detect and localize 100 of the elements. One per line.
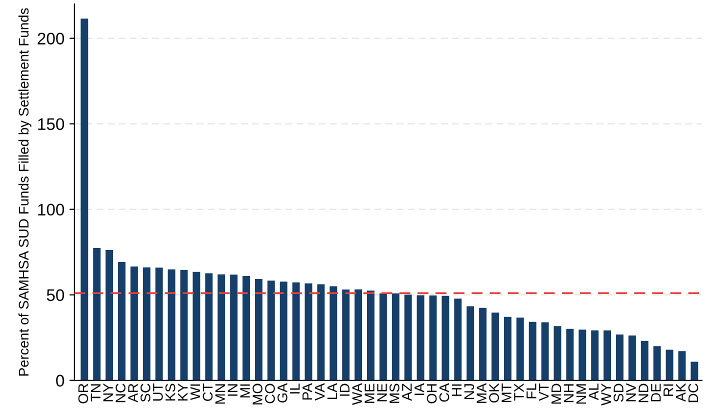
x-tick-label: MS [390, 384, 400, 403]
bar [416, 295, 424, 380]
x-tick-label: OK [489, 383, 499, 403]
x-tick-label: MD [552, 384, 562, 404]
bar [93, 248, 101, 380]
x-tick-label: OH [426, 384, 437, 404]
bar [640, 340, 648, 380]
bar [292, 282, 300, 380]
x-tick-label: ME [364, 384, 374, 403]
x-tick-label: KY [178, 383, 188, 401]
bar [80, 18, 88, 380]
bar [267, 280, 275, 380]
x-tick-label: NC [116, 384, 126, 402]
x-tick-label: KS [165, 384, 176, 401]
bar [566, 328, 574, 380]
x-tick-label: CO [265, 384, 275, 404]
bar [106, 250, 114, 380]
x-tick-label: CT [202, 383, 213, 401]
bar [205, 273, 213, 380]
x-tick-label: ND [638, 384, 648, 402]
x-tick-label: DE [651, 384, 661, 402]
bar [242, 276, 250, 380]
x-tick-label: GA [277, 383, 288, 403]
x-tick-label: TX [514, 383, 524, 401]
x-tick-label: UT [153, 383, 163, 401]
bar [130, 266, 138, 380]
x-tick-label: NY [103, 383, 113, 402]
bar [180, 270, 188, 380]
bar [118, 262, 126, 380]
y-tick-label: 150 [38, 118, 64, 130]
bar [690, 362, 698, 380]
x-tick-label: AL [588, 384, 598, 400]
x-tick-label: PA [302, 383, 312, 400]
x-tick-label: AR [128, 384, 138, 402]
x-tick-label: VT [539, 383, 549, 401]
x-tick-label: MI [240, 384, 250, 398]
x-tick-label: NH [564, 384, 574, 402]
bar [230, 274, 238, 380]
x-tick-label: AZ [402, 384, 412, 401]
x-tick-label: AK [676, 383, 686, 402]
bar [142, 267, 150, 380]
bar [280, 282, 288, 380]
x-tick-label: MA [476, 383, 486, 403]
bar [342, 290, 350, 380]
bar [466, 306, 474, 380]
x-tick-label: CA [439, 383, 450, 402]
x-tick-label: NM [576, 384, 586, 404]
x-tick-label: VA [314, 383, 325, 401]
bar [666, 350, 674, 380]
y-axis-title: Percent of SAMHSA SUD Funds Filled by Settlement Funds [18, 8, 32, 376]
bar [604, 330, 612, 380]
x-tick-label: HI [452, 384, 462, 396]
x-tick-label: WY [601, 383, 611, 406]
bar [541, 322, 549, 380]
y-tick-label: 100 [38, 204, 64, 216]
x-tick-label: TN [90, 384, 100, 402]
y-tick-label: 0 [56, 374, 64, 387]
bar [616, 334, 624, 380]
x-tick-label: MN [215, 384, 225, 404]
x-tick-label: FL [526, 384, 536, 398]
x-tick-label: IL [290, 384, 300, 394]
bar [554, 326, 562, 380]
bar [254, 278, 262, 380]
bar [429, 296, 437, 380]
bar [317, 284, 325, 380]
x-tick-label: NV [626, 383, 636, 402]
x-tick-label: LA [327, 383, 337, 399]
bar [442, 296, 450, 380]
bar [330, 286, 338, 380]
x-tick-label: MT [502, 383, 512, 402]
bar [504, 316, 512, 380]
bar [367, 290, 374, 380]
bar [155, 268, 163, 380]
bar [591, 330, 599, 380]
x-tick-label: WA [352, 383, 362, 405]
x-tick-label: WI [190, 384, 200, 400]
x-tick-label: NJ [464, 384, 474, 399]
bar [492, 312, 499, 380]
bar [678, 351, 686, 380]
x-tick-label: MO [252, 384, 262, 404]
bar [628, 336, 636, 380]
bar [653, 346, 661, 380]
x-tick-label: SD [614, 384, 624, 402]
bar [354, 289, 362, 380]
bar [578, 330, 586, 380]
bar [218, 274, 226, 380]
bar [304, 283, 312, 380]
bar [528, 322, 536, 380]
x-tick-label: RI [664, 384, 674, 396]
bar [379, 293, 387, 380]
bar [516, 318, 524, 380]
x-tick-label: NE [377, 384, 387, 402]
bar [454, 298, 462, 380]
x-tick-label: IN [228, 384, 238, 396]
bar [479, 308, 487, 380]
x-tick-label: IA [414, 383, 424, 395]
y-tick-label: 50 [46, 289, 64, 302]
x-tick-label: DC [688, 384, 698, 402]
bar [392, 293, 400, 380]
bar [192, 272, 200, 380]
